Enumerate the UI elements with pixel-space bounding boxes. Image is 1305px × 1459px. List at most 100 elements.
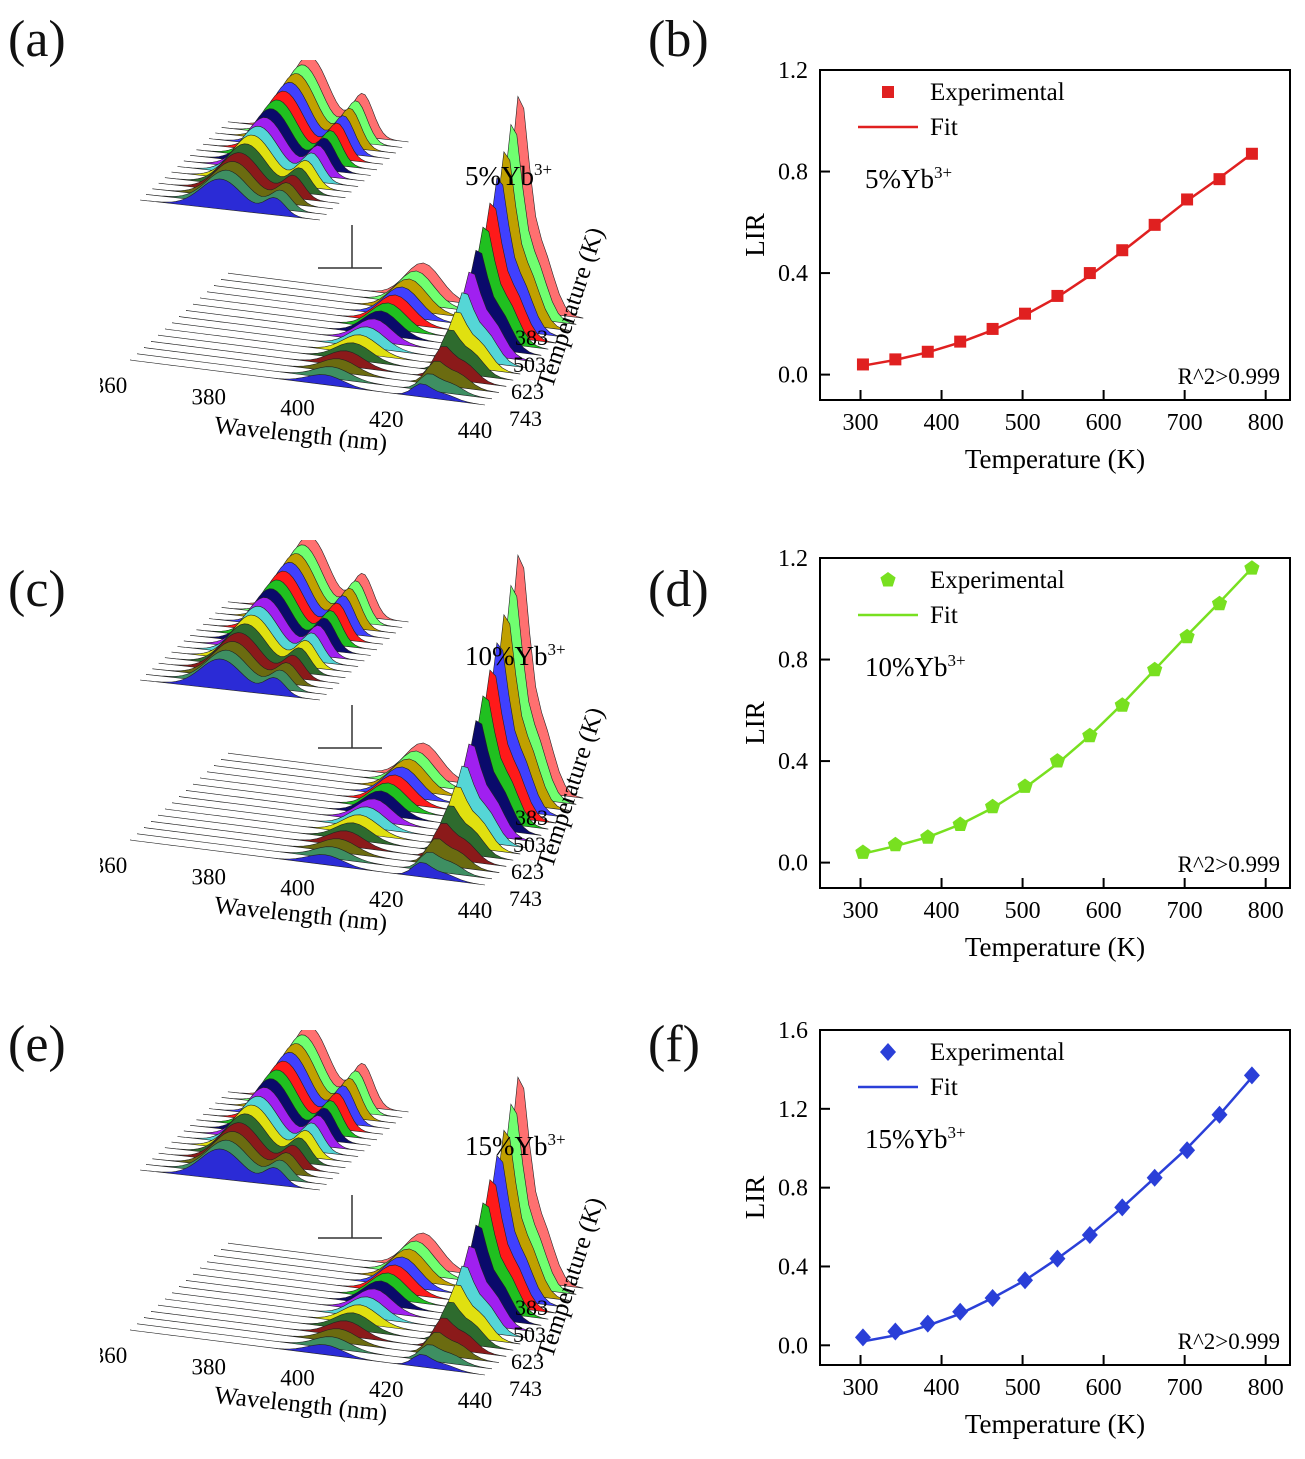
spectrum-slice	[164, 311, 521, 375]
data-point	[1179, 628, 1195, 644]
wavelength-tick-label: 440	[458, 898, 493, 923]
waterfall-plot-c: 360380400420440Wavelength (nm)3835036237…	[100, 540, 609, 937]
sample-label: 5%Yb3+	[865, 163, 952, 194]
panel-label-e: (e)	[8, 1016, 66, 1073]
temperature-tick-label: 383	[515, 1295, 548, 1320]
x-tick-label: 600	[1086, 410, 1122, 436]
legend-marker-experimental	[880, 572, 896, 587]
data-point	[1116, 244, 1129, 257]
data-point	[985, 798, 1001, 814]
plot-frame	[819, 557, 1291, 889]
x-tick-label: 500	[1005, 410, 1041, 436]
y-tick-label: 0.8	[778, 160, 808, 186]
legend-label-experimental: Experimental	[930, 79, 1065, 106]
data-point	[855, 844, 871, 859]
y-tick-label: 0.8	[778, 1176, 808, 1202]
wavelength-tick-label: 440	[458, 1388, 493, 1413]
x-tick-label: 600	[1086, 1375, 1122, 1401]
x-tick-label: 400	[924, 410, 960, 436]
r-squared-annotation: R^2>0.999	[1178, 1329, 1280, 1354]
panel-label-b: (b)	[648, 11, 709, 68]
legend-label-experimental: Experimental	[930, 567, 1065, 594]
inset-spectrum-slice	[139, 178, 321, 221]
data-point	[1181, 193, 1194, 206]
wavelength-tick-label: 420	[369, 407, 404, 432]
data-point	[1243, 1066, 1260, 1085]
spectrum-slice	[129, 839, 486, 886]
data-point	[1114, 697, 1130, 712]
y-axis-title: LIR	[740, 1176, 770, 1220]
x-tick-label: 300	[843, 898, 879, 924]
x-tick-label: 800	[1248, 898, 1284, 924]
spectrum-slice	[129, 1329, 486, 1376]
data-point	[1083, 267, 1096, 280]
data-point	[1049, 1249, 1066, 1268]
wavelength-tick-label: 400	[280, 876, 315, 901]
inset-spectrum-slice	[139, 658, 321, 701]
inset-spectrum-slice	[139, 1148, 321, 1191]
legend-label-fit: Fit	[930, 1074, 958, 1101]
data-point	[986, 322, 999, 335]
temperature-tick-label: 503	[513, 1322, 546, 1347]
x-tick-label: 700	[1167, 1375, 1203, 1401]
y-axis-title: LIR	[740, 213, 770, 257]
x-tick-label: 300	[843, 1375, 879, 1401]
data-point	[921, 345, 934, 358]
data-point	[919, 1314, 936, 1333]
panel-label-a: (a)	[8, 11, 66, 68]
panel-label-d: (d)	[648, 561, 709, 618]
y-tick-label: 1.2	[778, 546, 808, 572]
plot-frame	[819, 1029, 1291, 1366]
temperature-tick-label: 383	[515, 805, 548, 830]
data-point	[1017, 778, 1033, 793]
data-point	[1017, 1271, 1034, 1290]
data-point	[952, 1302, 969, 1321]
temperature-tick-label: 743	[509, 1376, 542, 1401]
waterfall-plot-a: 360380400420440Wavelength (nm)3835036237…	[100, 60, 609, 457]
x-axis-title: Temperature (K)	[965, 932, 1145, 962]
sample-label: 10%Yb3+	[865, 651, 966, 682]
data-point	[1213, 173, 1226, 186]
data-point	[1211, 595, 1228, 611]
temperature-tick-label: 503	[513, 352, 546, 377]
wavelength-tick-label: 420	[369, 887, 404, 912]
legend-label-fit: Fit	[930, 602, 958, 629]
r-squared-annotation: R^2>0.999	[1178, 364, 1280, 389]
plot-frame	[819, 69, 1291, 401]
y-tick-label: 1.2	[778, 58, 808, 84]
data-point	[1244, 560, 1260, 575]
data-point	[1148, 218, 1161, 231]
r-squared-annotation: R^2>0.999	[1178, 852, 1280, 877]
sample-label: 10%Yb3+	[465, 640, 566, 671]
data-point	[856, 358, 869, 371]
sample-label: 15%Yb3+	[865, 1123, 966, 1154]
y-tick-label: 1.6	[778, 1018, 808, 1044]
legend-marker-experimental	[880, 1043, 896, 1061]
x-axis-title: Temperature (K)	[965, 444, 1145, 474]
temperature-tick-label: 743	[509, 886, 542, 911]
data-point	[1051, 289, 1064, 302]
data-point	[1019, 307, 1032, 320]
sample-label: 15%Yb3+	[465, 1130, 566, 1161]
data-point	[1146, 1168, 1163, 1187]
sample-label: 5%Yb3+	[465, 160, 552, 191]
fit-line	[862, 567, 1253, 855]
temperature-tick-label: 623	[511, 1349, 544, 1374]
spectrum-slice	[129, 359, 486, 406]
y-tick-label: 0.4	[778, 749, 808, 775]
x-tick-label: 400	[924, 1375, 960, 1401]
data-point	[1211, 1105, 1228, 1124]
temperature-tick-label: 503	[513, 832, 546, 857]
data-point	[952, 816, 968, 831]
x-tick-label: 600	[1086, 898, 1122, 924]
y-tick-label: 0.8	[778, 648, 808, 674]
x-tick-label: 400	[924, 898, 960, 924]
lir-chart-d: 300 400 500 600 700 800 0.0 0.4 0.8 1.2 Temperatur…	[740, 546, 1291, 962]
y-tick-label: 0.4	[778, 261, 808, 287]
legend-marker-experimental	[882, 86, 894, 98]
x-tick-label: 700	[1167, 410, 1203, 436]
data-point	[1082, 727, 1098, 743]
wavelength-tick-label: 420	[369, 1377, 404, 1402]
x-tick-label: 500	[1005, 1375, 1041, 1401]
x-axis-title: Temperature (K)	[965, 1409, 1145, 1439]
